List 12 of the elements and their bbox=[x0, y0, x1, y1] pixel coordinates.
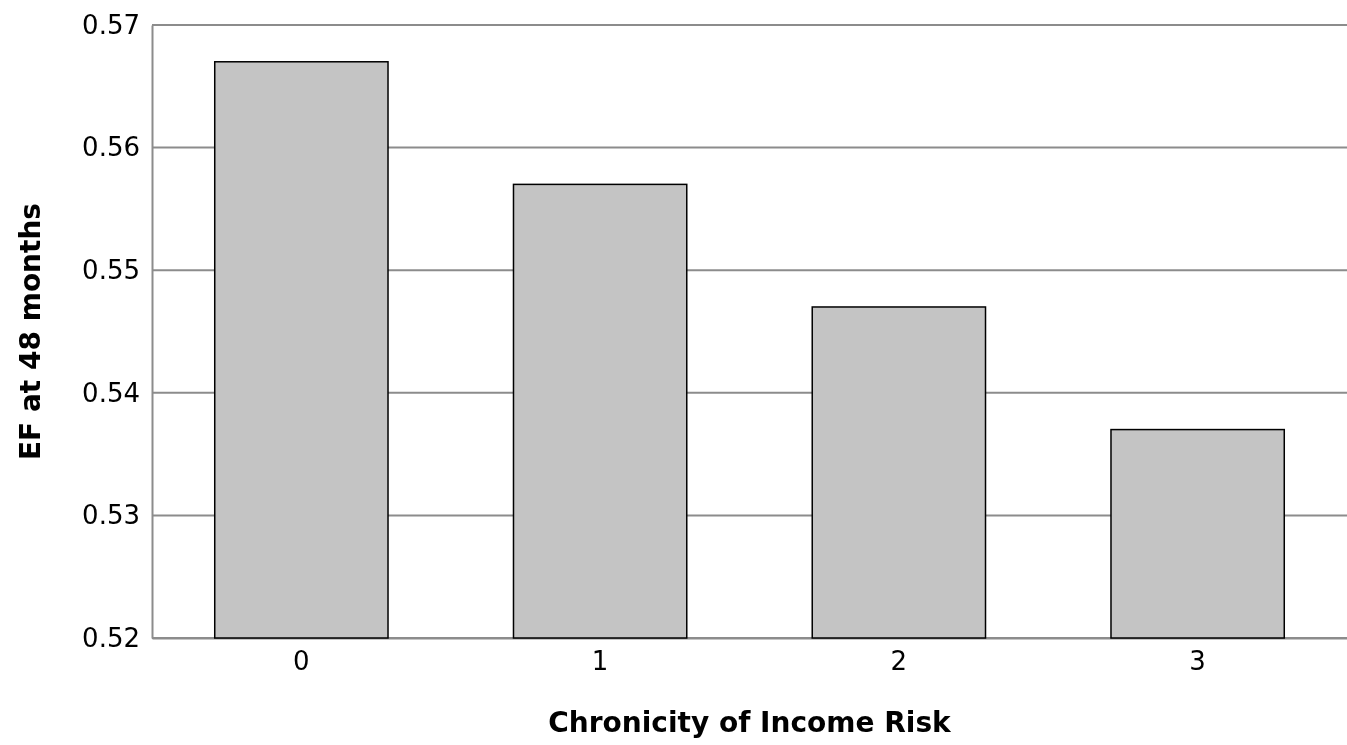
x-tick-label: 2 bbox=[890, 646, 908, 677]
y-tick-label: 0.52 bbox=[82, 622, 140, 653]
x-axis-title: Chronicity of Income Risk bbox=[548, 706, 953, 739]
x-tick-label: 0 bbox=[293, 646, 310, 677]
y-tick-label: 0.55 bbox=[82, 255, 140, 286]
y-tick-label: 0.54 bbox=[82, 377, 140, 408]
x-tick-label: 3 bbox=[1189, 646, 1206, 677]
x-tick-label: 1 bbox=[591, 646, 609, 677]
y-tick-label: 0.53 bbox=[82, 500, 140, 531]
y-tick-label: 0.56 bbox=[82, 132, 140, 163]
y-axis-title: EF at 48 months bbox=[14, 202, 47, 461]
y-tick-label: 0.57 bbox=[82, 9, 140, 40]
